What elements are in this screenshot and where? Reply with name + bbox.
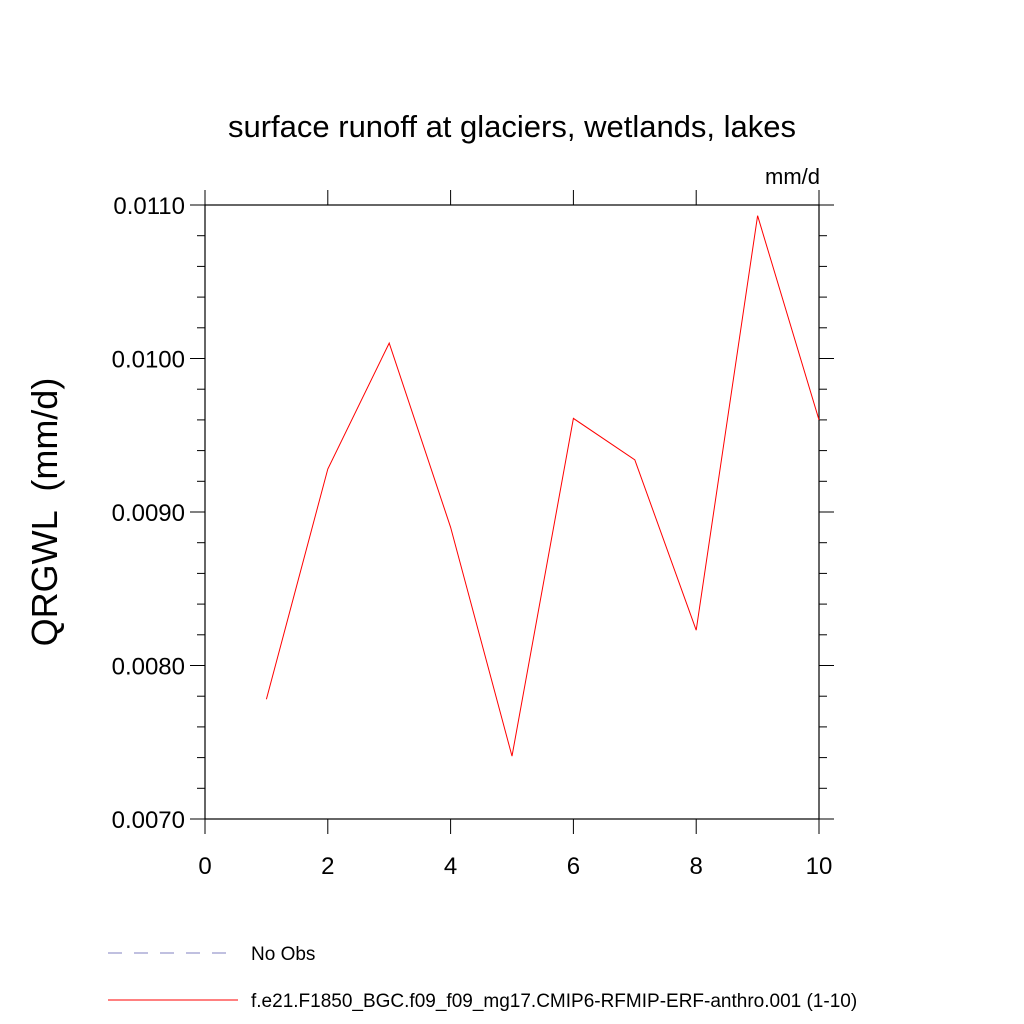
plot-frame bbox=[204, 204, 820, 820]
y-tick-label: 0.0070 bbox=[112, 807, 185, 834]
y-axis-label: QRGWL (mm/d) bbox=[24, 378, 65, 647]
legend-label: No Obs bbox=[251, 944, 315, 965]
units-label: mm/d bbox=[765, 164, 820, 189]
y-axis-ticks: 0.0070 0.0080 0.0090 0.0100 0.0110 bbox=[112, 193, 834, 834]
series-layer bbox=[265, 215, 820, 757]
series-line bbox=[265, 215, 820, 757]
x-axis-ticks: 0 2 4 6 8 10 bbox=[198, 190, 832, 880]
x-tick-label: 6 bbox=[567, 853, 580, 880]
y-tick-label: 0.0080 bbox=[112, 654, 185, 681]
x-tick-label: 8 bbox=[690, 853, 703, 880]
chart-title: surface runoff at glaciers, wetlands, la… bbox=[228, 109, 796, 144]
x-tick-label: 0 bbox=[198, 853, 211, 880]
x-tick-label: 10 bbox=[806, 853, 833, 880]
x-tick-label: 2 bbox=[321, 853, 334, 880]
x-tick-label: 4 bbox=[444, 853, 457, 880]
legend-label: f.e21.F1850_BGC.f09_f09_mg17.CMIP6-RFMIP… bbox=[251, 991, 857, 1012]
y-tick-label: 0.0090 bbox=[112, 500, 185, 527]
y-tick-label: 0.0110 bbox=[113, 193, 185, 220]
legend: No Obs f.e21.F1850_BGC.f09_f09_mg17.CMIP6… bbox=[108, 944, 857, 1012]
y-tick-label: 0.0100 bbox=[112, 347, 185, 374]
